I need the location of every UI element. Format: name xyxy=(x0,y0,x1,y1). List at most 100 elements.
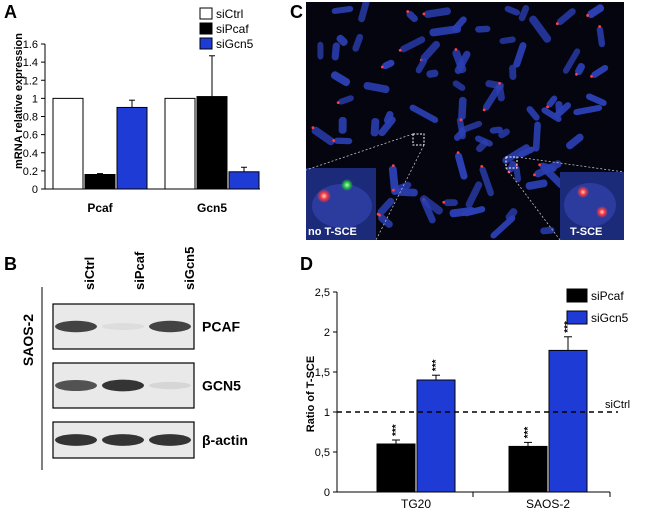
blot-band xyxy=(102,323,144,330)
chromosome xyxy=(409,104,439,123)
blot-lane-label: siGcn5 xyxy=(182,247,197,290)
chromosome xyxy=(499,36,516,45)
chart-d-y-tick-label: 1 xyxy=(324,407,330,419)
telomere-signal xyxy=(459,118,463,122)
chromosome xyxy=(393,181,412,193)
blot-band xyxy=(149,320,191,333)
chromosome xyxy=(331,5,354,14)
chart-a-y-tick-label: 1.2 xyxy=(23,75,38,87)
chart-d-y-tick-label: 2,5 xyxy=(315,287,330,299)
chromosome xyxy=(555,100,563,115)
chromosome xyxy=(336,34,348,46)
chart-d-significance: *** xyxy=(523,427,534,439)
blot-band xyxy=(102,379,144,392)
chromosome xyxy=(509,64,517,80)
chromosome xyxy=(498,128,510,139)
chromosome xyxy=(377,197,395,216)
chromosome xyxy=(489,126,503,134)
telomere-signal xyxy=(498,82,501,85)
chart-d-bar xyxy=(376,443,416,493)
chromosome xyxy=(331,42,340,61)
telomere-signal xyxy=(598,25,602,28)
chromosome xyxy=(586,93,607,106)
telomere-signal xyxy=(555,22,559,26)
chromosome xyxy=(363,81,390,94)
chromosome xyxy=(358,2,370,23)
chart-d-significance: *** xyxy=(431,359,442,371)
chart-a-legend-swatch xyxy=(199,7,213,20)
chart-d-category-label: SAOS-2 xyxy=(526,497,570,511)
chart-a-bar xyxy=(164,97,196,190)
chart-d-reference-label: siCtrl xyxy=(605,399,630,411)
chart-d-bar xyxy=(508,445,548,493)
telomere-signal xyxy=(442,200,446,204)
chart-a-y-tick-label: 0.8 xyxy=(23,112,38,124)
panel-label-a: A xyxy=(4,2,17,22)
chart-d: Ratio of T-SCE 0 0,5 1 1,5 2 2,5 *** *** *** ***… xyxy=(305,287,630,511)
telomere-signal xyxy=(380,65,384,69)
panel-label-c: C xyxy=(290,2,303,22)
telomere-signal xyxy=(480,164,484,168)
blot-band xyxy=(55,434,97,446)
chart-d-significance: *** xyxy=(391,424,402,436)
blot-band xyxy=(55,379,97,392)
western-blot: siCtrl siPcaf siGcn5 PCAF GCN5 β-actin SAOS-… xyxy=(20,247,248,470)
chromosome xyxy=(426,69,439,78)
chart-a-y-tick-label: 0.2 xyxy=(23,166,38,178)
blot-lane-label: siCtrl xyxy=(82,257,97,290)
green-telomere-signal xyxy=(341,179,353,191)
chromosome xyxy=(502,144,530,164)
chart-d-y-tick-label: 1,5 xyxy=(315,367,330,379)
chromosome xyxy=(400,36,426,53)
chromosome xyxy=(454,152,468,180)
chart-d-significance: *** xyxy=(563,321,574,333)
chart-a-bar xyxy=(116,106,148,190)
blot-row-label: GCN5 xyxy=(202,378,241,394)
red-telomere-signal xyxy=(596,206,608,218)
red-telomere-signal xyxy=(577,186,589,198)
chart-d-legend-swatch xyxy=(566,310,588,325)
chromosome xyxy=(507,160,517,173)
chromosome xyxy=(518,5,530,22)
chromosome xyxy=(556,8,576,26)
chromosome xyxy=(423,7,451,18)
chromosome xyxy=(587,4,605,19)
chart-a-category-label: Gcn5 xyxy=(197,201,227,215)
chromosome xyxy=(562,48,581,74)
inset-right: T-SCE xyxy=(560,172,624,240)
chromosome xyxy=(415,58,428,74)
panel-label-b: B xyxy=(4,254,17,274)
chromosome xyxy=(311,126,335,146)
telomere-signal xyxy=(391,164,395,168)
zoom-line xyxy=(305,133,414,171)
chromosome xyxy=(541,107,562,122)
blot-row-label: PCAF xyxy=(202,319,241,335)
chromosome xyxy=(529,15,552,43)
chromosome xyxy=(475,25,491,33)
blot-row-label: β-actin xyxy=(202,432,248,448)
chromosome xyxy=(317,41,324,60)
telomere-signal xyxy=(586,14,589,17)
telomere-signal xyxy=(538,163,542,167)
chromosome xyxy=(505,208,518,221)
chromosomes xyxy=(311,2,609,239)
chromosome xyxy=(532,121,541,152)
chromosome xyxy=(330,71,351,87)
chart-a-legend-swatch xyxy=(199,37,213,50)
chromosome xyxy=(495,83,505,102)
blot-band xyxy=(149,381,191,390)
chart-a-y-tick-label: 0.6 xyxy=(23,130,38,142)
chart-a-legend-label: siCtrl xyxy=(216,7,243,21)
chromosome xyxy=(546,95,558,108)
chromosome xyxy=(575,63,585,76)
chromosome xyxy=(513,165,521,183)
telomere-signal xyxy=(336,101,340,105)
chromosome xyxy=(421,199,436,224)
chromosome xyxy=(534,160,562,178)
chromosome xyxy=(540,226,555,235)
chart-d-legend-label: siGcn5 xyxy=(591,311,629,325)
chromosome xyxy=(338,116,347,134)
chromosome xyxy=(526,106,540,121)
telomere-signal xyxy=(378,213,381,217)
